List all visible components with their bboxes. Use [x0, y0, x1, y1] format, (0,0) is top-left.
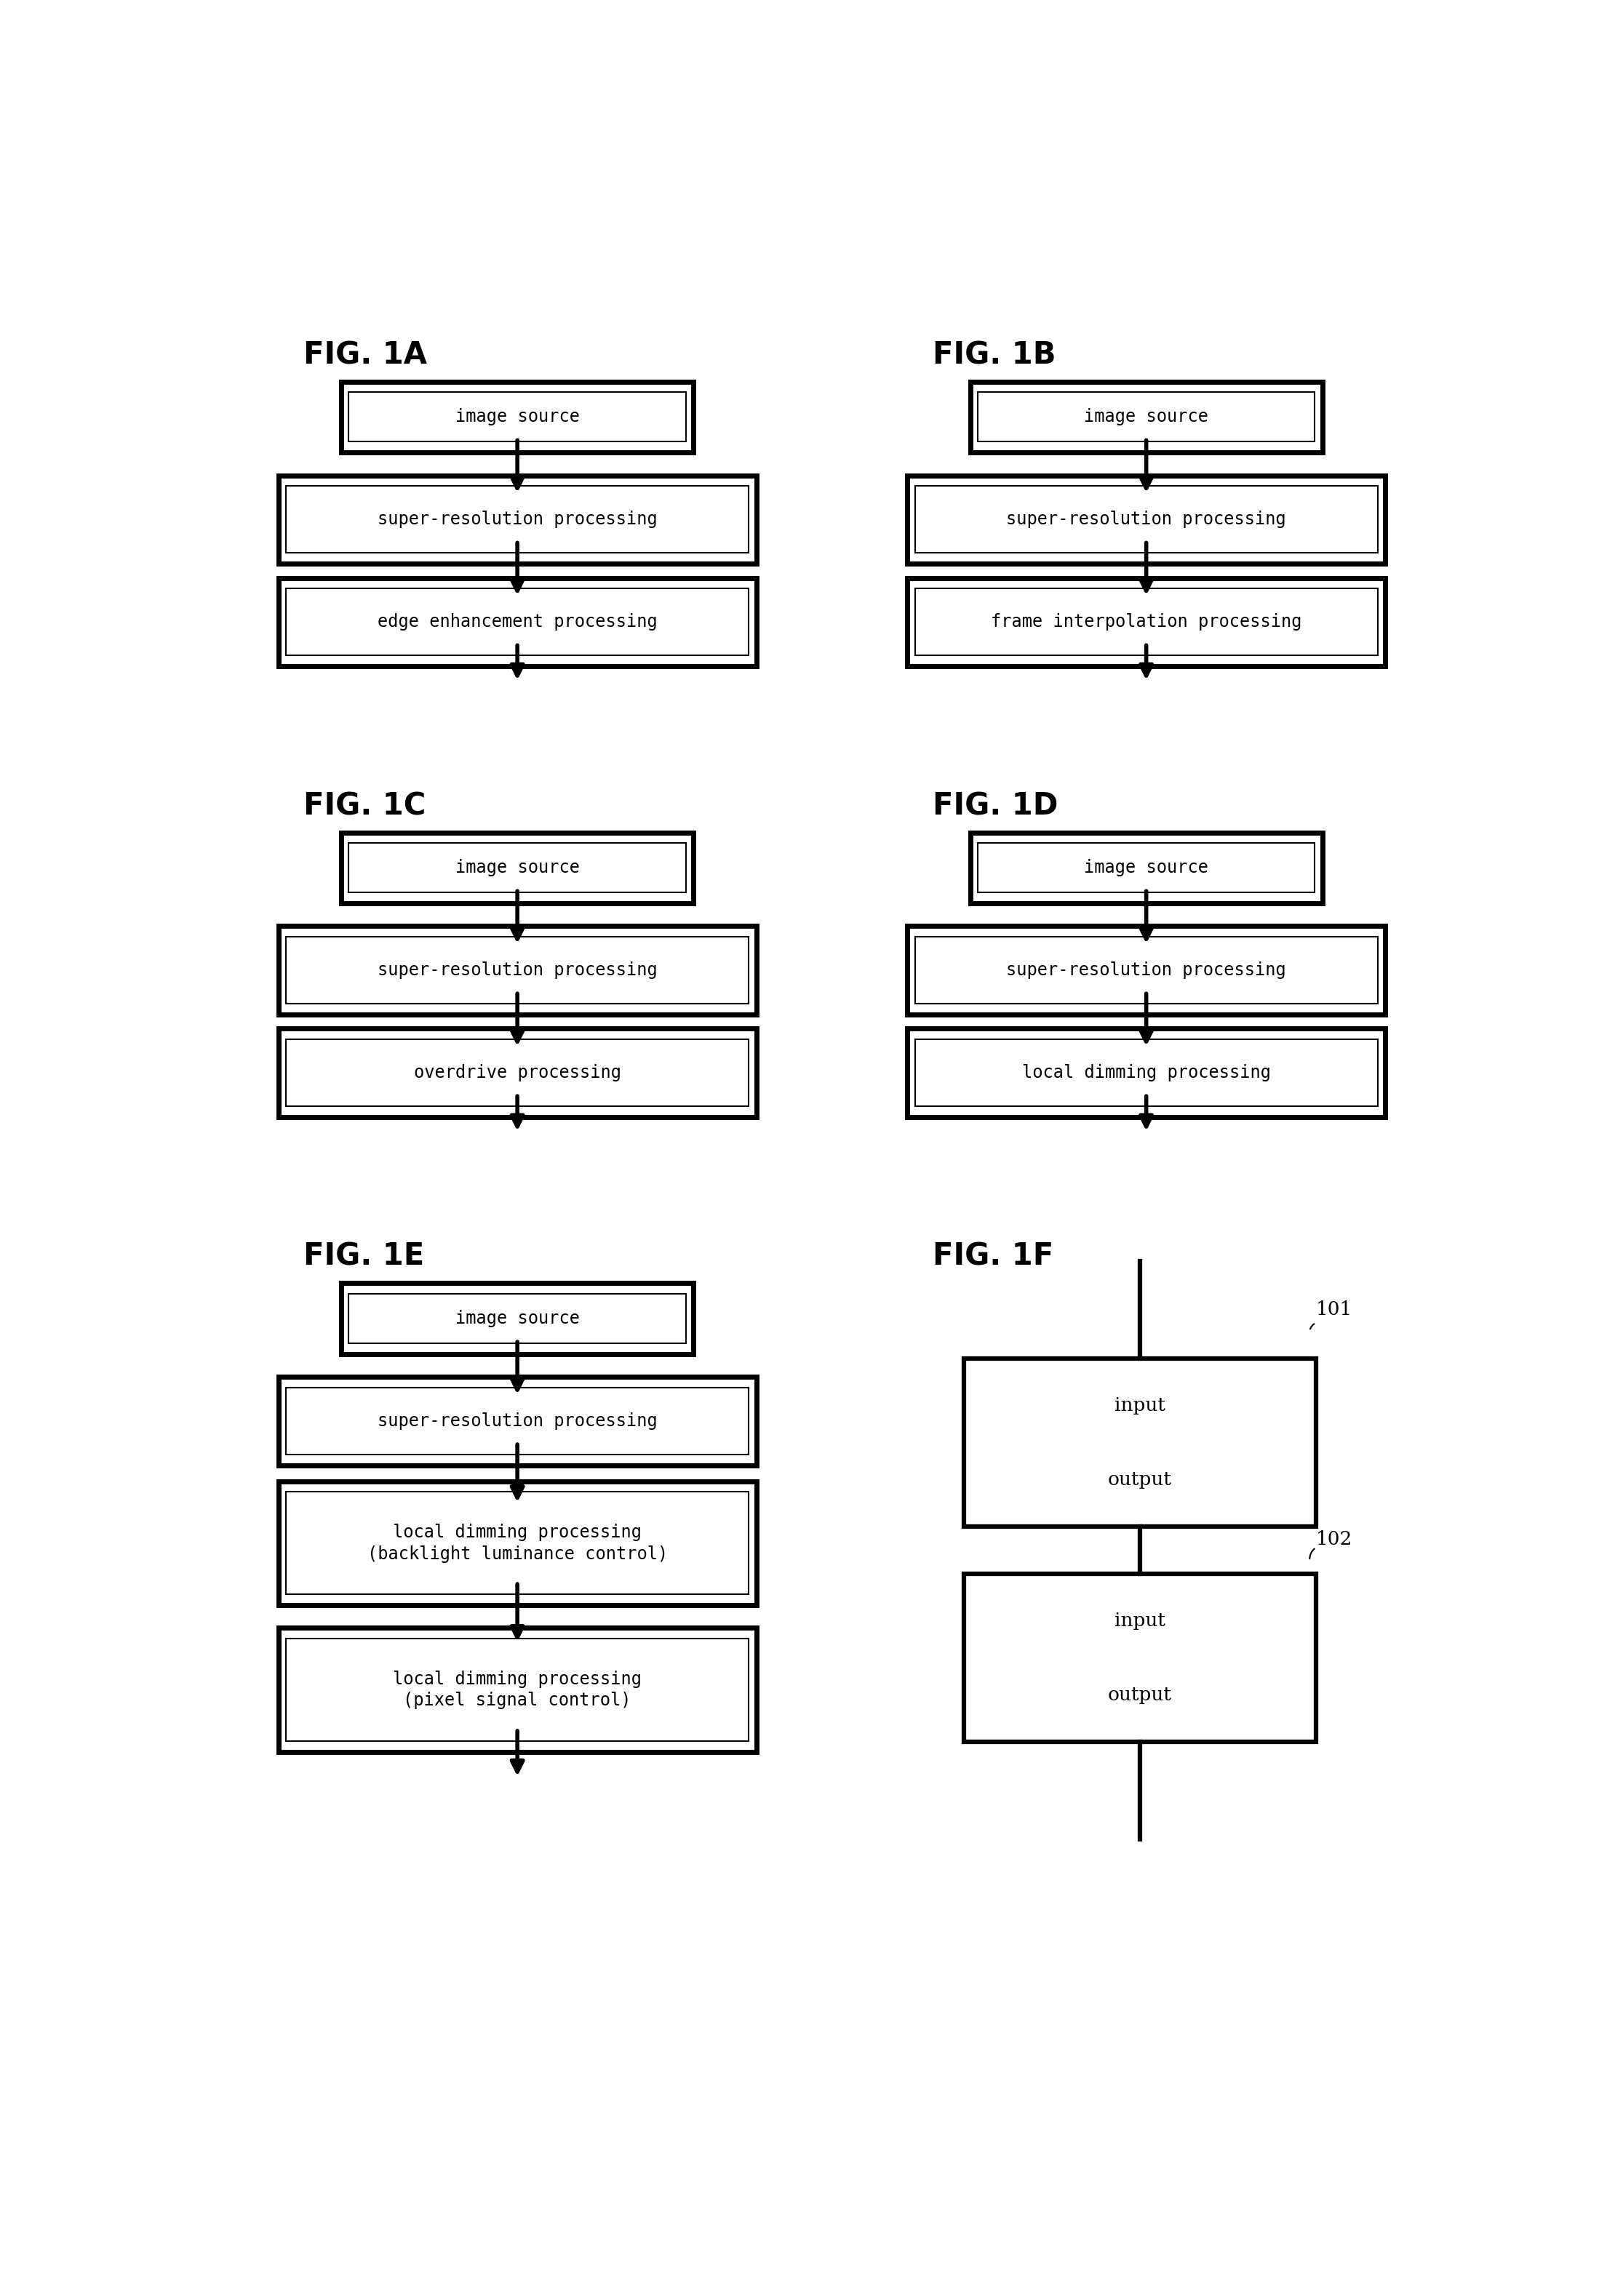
- Text: edge enhancement processing: edge enhancement processing: [378, 613, 657, 631]
- Text: FIG. 1C: FIG. 1C: [304, 790, 425, 822]
- Text: FIG. 1B: FIG. 1B: [932, 340, 1055, 370]
- Text: image source: image source: [454, 859, 579, 877]
- Text: super-resolution processing: super-resolution processing: [378, 510, 657, 528]
- Bar: [915, 937, 1378, 1003]
- Text: image source: image source: [454, 1309, 579, 1327]
- Bar: [286, 1639, 748, 1740]
- Text: FIG. 1D: FIG. 1D: [932, 790, 1058, 822]
- Bar: [279, 475, 756, 565]
- Bar: [341, 381, 693, 452]
- Text: local dimming processing
(backlight luminance control): local dimming processing (backlight lumi…: [367, 1525, 667, 1564]
- Text: input: input: [1115, 1396, 1165, 1414]
- Bar: [977, 843, 1315, 893]
- Text: super-resolution processing: super-resolution processing: [1006, 510, 1285, 528]
- Bar: [977, 393, 1315, 441]
- Text: 102: 102: [1316, 1531, 1352, 1550]
- Bar: [286, 1492, 748, 1593]
- Bar: [915, 1040, 1378, 1107]
- Bar: [349, 843, 687, 893]
- Text: image source: image source: [1084, 409, 1209, 425]
- Text: local dimming processing: local dimming processing: [1022, 1063, 1271, 1081]
- Bar: [964, 1359, 1316, 1527]
- Text: super-resolution processing: super-resolution processing: [1006, 962, 1285, 978]
- Text: input: input: [1115, 1612, 1165, 1630]
- Bar: [349, 1295, 687, 1343]
- Text: super-resolution processing: super-resolution processing: [378, 962, 657, 978]
- Text: FIG. 1E: FIG. 1E: [304, 1242, 425, 1272]
- Bar: [915, 588, 1378, 657]
- Bar: [907, 1029, 1386, 1118]
- Text: output: output: [1109, 1685, 1172, 1704]
- Text: image source: image source: [1084, 859, 1209, 877]
- Text: image source: image source: [454, 409, 579, 425]
- Bar: [907, 475, 1386, 565]
- Bar: [279, 1029, 756, 1118]
- Bar: [286, 588, 748, 657]
- Bar: [286, 937, 748, 1003]
- Bar: [907, 579, 1386, 666]
- Bar: [341, 833, 693, 902]
- Bar: [915, 487, 1378, 553]
- Text: overdrive processing: overdrive processing: [414, 1063, 622, 1081]
- Bar: [341, 1283, 693, 1355]
- Bar: [279, 1481, 756, 1605]
- Bar: [286, 487, 748, 553]
- Text: output: output: [1109, 1469, 1172, 1488]
- Bar: [279, 579, 756, 666]
- Bar: [279, 1628, 756, 1752]
- Bar: [279, 1378, 756, 1465]
- Bar: [286, 1040, 748, 1107]
- Text: local dimming processing
(pixel signal control): local dimming processing (pixel signal c…: [393, 1669, 641, 1711]
- Text: FIG. 1A: FIG. 1A: [304, 340, 427, 370]
- Text: frame interpolation processing: frame interpolation processing: [990, 613, 1302, 631]
- Bar: [286, 1387, 748, 1456]
- Bar: [971, 833, 1323, 902]
- Bar: [279, 925, 756, 1015]
- Bar: [907, 925, 1386, 1015]
- Text: FIG. 1F: FIG. 1F: [932, 1242, 1053, 1272]
- Bar: [971, 381, 1323, 452]
- Text: super-resolution processing: super-resolution processing: [378, 1412, 657, 1430]
- Bar: [964, 1575, 1316, 1743]
- Bar: [349, 393, 687, 441]
- Text: 101: 101: [1316, 1300, 1352, 1318]
